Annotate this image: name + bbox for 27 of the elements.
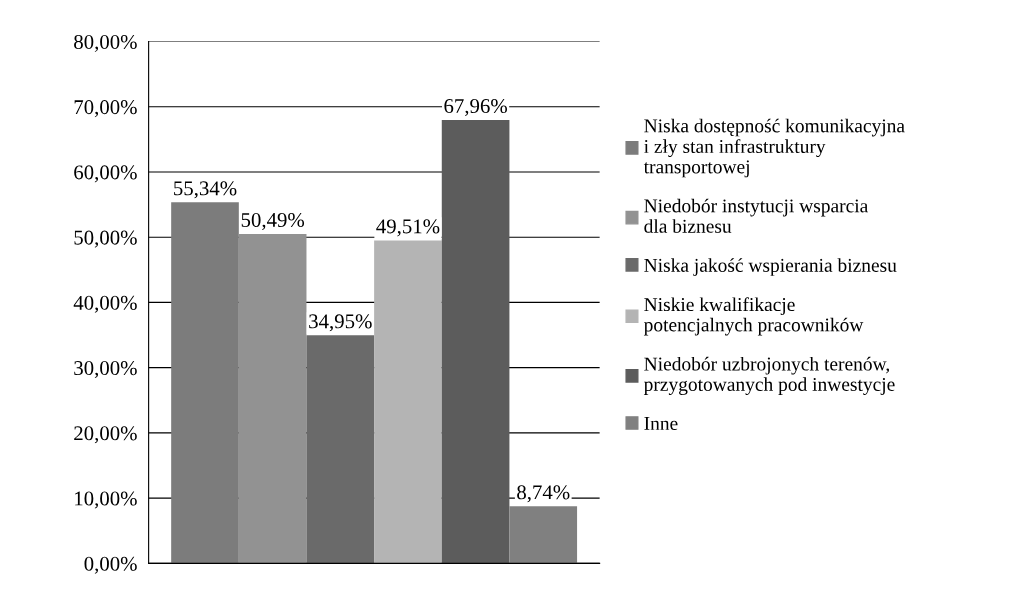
legend-label: Niska dostępność komunikacyjna i zły stan infrastruktury transportowej	[643, 118, 905, 178]
bar	[306, 335, 375, 564]
y-tick-label: 50,00%	[74, 230, 137, 248]
y-tick-label: 40,00%	[73, 295, 137, 313]
y-tick-label: 0,00%	[84, 556, 137, 574]
legend-label: Niedobór uzbrojonych terenów, przygotowanych pod inwestycje	[643, 356, 895, 395]
legend-label: Niskie kwalifikacje potencjalnych pracowników	[643, 297, 864, 336]
bar	[171, 202, 239, 564]
legend-label: Niedobór instytucji wsparcia dla biznesu	[644, 198, 869, 233]
data-label: 55,34%	[174, 181, 237, 199]
y-tick-label: 80,00%	[74, 34, 137, 52]
bar	[374, 240, 442, 564]
bar	[238, 234, 307, 564]
legend-label: Niska jakość wspierania biznesu	[644, 258, 897, 276]
data-label: 34,95%	[309, 314, 372, 332]
legend-label: Inne	[644, 417, 678, 431]
data-label: 49,51%	[376, 219, 440, 237]
bar	[441, 120, 510, 564]
bar	[509, 506, 578, 564]
data-label: 50,49%	[241, 212, 305, 230]
y-tick-label: 60,00%	[74, 165, 137, 183]
data-label: 8,74%	[517, 485, 570, 503]
y-tick-label: 30,00%	[74, 361, 137, 379]
y-tick-label: 10,00%	[75, 491, 137, 509]
data-label: 67,96%	[444, 98, 507, 117]
y-tick-label: 20,00%	[74, 426, 137, 444]
y-tick-label: 70,00%	[74, 100, 137, 118]
